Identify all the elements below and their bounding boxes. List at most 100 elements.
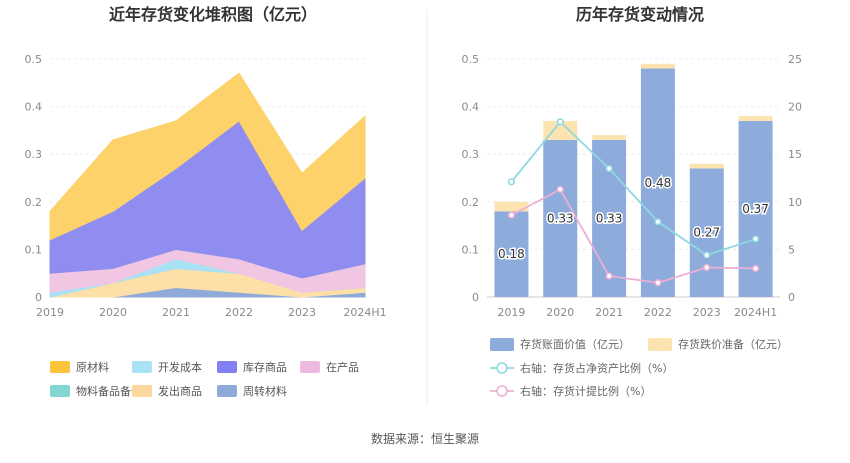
legend-swatch-周转材料 — [217, 385, 237, 397]
left-x-tick-label: 2019 — [36, 306, 64, 319]
legend-swatch-impairment — [648, 338, 672, 351]
legend-swatch-在产品 — [300, 361, 320, 373]
right-right-y-tick-label: 20 — [788, 101, 802, 114]
right-chart-x-axis: 2019 2020 2021 2022 2023 2024H1 — [497, 306, 777, 319]
legend-label-原材料: 原材料 — [76, 360, 109, 374]
right-right-y-tick-label: 5 — [788, 243, 795, 256]
line-point-1-2021 — [605, 272, 613, 280]
right-chart-right-y-axis: 0 5 10 15 20 25 — [788, 53, 802, 304]
left-x-tick-label: 2021 — [162, 306, 190, 319]
line-point-0-2023 — [703, 251, 711, 259]
bar-book-value-2019 — [494, 211, 529, 297]
right-right-y-tick-label: 0 — [788, 291, 795, 304]
bar-impairment-2021 — [592, 135, 627, 140]
left-x-tick-label: 2024H1 — [343, 306, 386, 319]
legend-label-周转材料: 周转材料 — [243, 384, 287, 398]
line-point-0-2021 — [605, 164, 613, 173]
legend-marker-1 — [496, 385, 508, 397]
legend-label-物料备品备件: 物料备品备件 — [76, 384, 142, 398]
right-chart-legend: 存货账面价值（亿元） 存货跌价准备（亿元） 右轴：存货占净资产比例（%） 右轴：存货计… — [490, 337, 788, 398]
right-x-tick-label: 2021 — [595, 306, 623, 319]
legend-label-开发成本: 开发成本 — [158, 360, 202, 374]
legend-swatch-开发成本 — [132, 361, 152, 373]
line-point-1-2023 — [703, 263, 711, 272]
line-point-1-2024H1 — [751, 264, 760, 273]
bar-impairment-2022 — [640, 63, 675, 69]
left-y-tick-label: 0.2 — [25, 196, 43, 209]
left-chart-areas — [49, 72, 366, 298]
bar-value-label-2019: 0.18 — [498, 247, 525, 261]
line-series-1 — [510, 188, 756, 284]
bar-impairment-2023 — [689, 163, 724, 169]
line-series-0 — [510, 120, 756, 257]
data-source: 数据来源：恒生聚源 — [371, 431, 479, 446]
left-y-tick-label: 0 — [35, 291, 42, 304]
line-point-0-2019 — [507, 178, 516, 186]
right-x-tick-label: 2022 — [644, 306, 672, 319]
legend-label-book-value: 存货账面价值（亿元） — [520, 337, 630, 351]
bar-value-label-2020: 0.33 — [547, 211, 574, 225]
left-x-tick-label: 2020 — [99, 306, 127, 319]
left-chart-x-axis: 2019 2020 2021 2022 2023 2024H1 — [36, 306, 387, 319]
left-x-tick-label: 2022 — [225, 306, 253, 319]
right-x-tick-label: 2020 — [546, 306, 574, 319]
legend-swatch-库存商品 — [217, 361, 237, 373]
line-point-0-2020 — [556, 118, 564, 126]
legend-label-在产品: 在产品 — [326, 360, 359, 374]
bar-book-value-2022 — [640, 68, 675, 298]
bar-value-label-2024H1: 0.37 — [742, 202, 769, 216]
left-x-tick-label: 2023 — [288, 306, 316, 319]
right-chart-title: 历年存货变动情况 — [576, 5, 704, 24]
right-chart-left-y-axis: 0 0.1 0.2 0.3 0.4 0.5 — [462, 53, 480, 304]
bar-book-value-2023 — [689, 168, 724, 297]
left-chart-title: 近年存货变化堆积图（亿元） — [109, 5, 317, 24]
bar-impairment-2024H1 — [738, 116, 773, 121]
line-point-0-2024H1 — [751, 235, 760, 243]
bar-impairment-2020 — [543, 120, 578, 140]
right-right-y-tick-label: 15 — [788, 148, 802, 161]
left-y-tick-label: 0.4 — [25, 101, 43, 114]
right-chart-lines — [507, 118, 760, 287]
legend-swatch-发出商品 — [132, 385, 152, 397]
legend-label-发出商品: 发出商品 — [158, 384, 202, 398]
legend-label-line-1: 右轴：存货计提比例（%） — [520, 384, 651, 398]
left-y-tick-label: 0.5 — [25, 53, 43, 66]
legend-marker-0 — [496, 362, 508, 374]
right-chart-bars — [494, 63, 773, 298]
legend-label-impairment: 存货跌价准备（亿元） — [678, 337, 788, 351]
right-x-tick-label: 2023 — [693, 306, 721, 319]
right-chart-grid — [487, 58, 780, 298]
line-point-1-2022 — [654, 279, 662, 287]
legend-label-line-0: 右轴：存货占净资产比例（%） — [520, 361, 673, 375]
bar-value-label-2022: 0.48 — [645, 176, 672, 190]
left-chart-y-axis: 0 0.1 0.2 0.3 0.4 0.5 — [25, 53, 43, 304]
right-left-y-tick-label: 0.2 — [462, 196, 480, 209]
bar-impairment-2019 — [494, 201, 529, 212]
legend-label-库存商品: 库存商品 — [243, 360, 287, 374]
line-point-1-2019 — [507, 211, 516, 219]
legend-swatch-原材料 — [50, 361, 70, 373]
line-point-1-2020 — [556, 185, 564, 194]
right-left-y-tick-label: 0.4 — [462, 101, 480, 114]
right-right-y-tick-label: 25 — [788, 53, 802, 66]
line-point-0-2022 — [654, 218, 662, 226]
right-left-y-tick-label: 0.1 — [462, 243, 480, 256]
area-原材料 — [49, 72, 366, 241]
legend-swatch-book-value — [490, 338, 514, 351]
bar-value-label-2023: 0.27 — [693, 226, 720, 240]
left-y-tick-label: 0.3 — [25, 148, 43, 161]
right-x-tick-label: 2019 — [497, 306, 525, 319]
right-chart-bar-labels: 0.18 0.33 0.33 0.48 0.27 0.37 — [497, 174, 771, 262]
right-left-y-tick-label: 0 — [472, 291, 479, 304]
left-y-tick-label: 0.1 — [25, 243, 43, 256]
legend-swatch-物料备品备件 — [50, 385, 70, 397]
right-x-tick-label: 2024H1 — [734, 306, 777, 319]
right-left-y-tick-label: 0.3 — [462, 148, 480, 161]
bar-book-value-2020 — [543, 139, 578, 297]
bar-value-label-2021: 0.33 — [596, 211, 623, 225]
right-left-y-tick-label: 0.5 — [462, 53, 480, 66]
right-right-y-tick-label: 10 — [788, 196, 802, 209]
